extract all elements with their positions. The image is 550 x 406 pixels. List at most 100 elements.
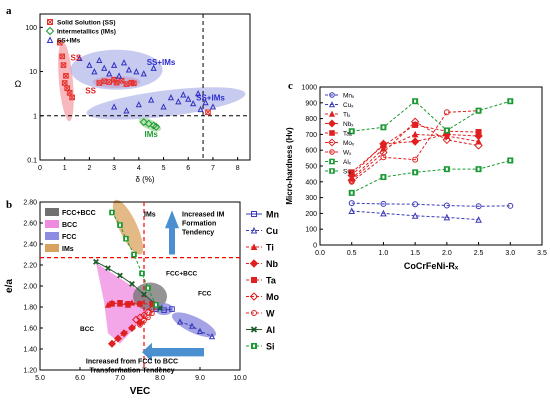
legend-marker <box>250 326 258 333</box>
x-tick-label: 3.5 <box>537 250 547 257</box>
y-tick-label: 100 <box>305 227 317 234</box>
marker-shape <box>475 216 482 223</box>
marker-shape <box>117 272 123 279</box>
data-point <box>380 154 387 161</box>
marker-shape <box>442 135 452 145</box>
region-ssims-top <box>70 49 163 90</box>
legend-label: W <box>266 309 275 319</box>
data-point <box>123 107 130 114</box>
y-axis-label: Ω <box>15 79 22 89</box>
data-point <box>475 203 482 210</box>
data-point <box>209 103 217 110</box>
data-point <box>105 265 111 272</box>
annotation-fcc-bcc: FCC+BCC <box>166 271 198 278</box>
data-point <box>56 39 63 46</box>
marker-shape <box>91 68 98 75</box>
data-point <box>59 53 66 60</box>
region-ims <box>138 117 162 132</box>
marker-box <box>205 109 211 116</box>
legend-label: Ti <box>266 243 274 253</box>
legend-marker <box>329 149 335 155</box>
legend-label: Taₓ <box>343 131 353 138</box>
data-point <box>442 135 452 145</box>
marker-cross <box>101 78 107 85</box>
marker-shape <box>348 200 355 207</box>
marker-shape <box>45 26 55 36</box>
x-tick-label: 1 <box>63 165 67 172</box>
data-point <box>131 315 141 324</box>
y-tick-label: 2.40 <box>23 242 37 249</box>
legend-label: Si <box>266 342 275 352</box>
data-point <box>147 305 157 314</box>
x-tick-label: 2.5 <box>474 250 484 257</box>
marker-shape <box>380 154 387 161</box>
marker-shape <box>197 105 204 113</box>
marker-shape <box>119 329 129 338</box>
data-point <box>135 313 145 322</box>
marker-shape <box>410 137 420 146</box>
legend-marker <box>249 259 259 268</box>
x-tick-label: 6 <box>186 165 190 172</box>
marker-shape <box>147 305 157 314</box>
y-tick-label: 1.60 <box>23 326 37 333</box>
data-point <box>96 56 103 64</box>
marker-cross <box>205 109 211 115</box>
series-7 <box>348 98 514 135</box>
data-point <box>125 66 133 73</box>
marker-shape <box>196 327 204 334</box>
data-point <box>60 62 67 68</box>
marker-shape <box>329 149 335 155</box>
legend-marker <box>250 226 258 234</box>
data-point <box>137 301 143 307</box>
data-point <box>86 61 93 68</box>
data-point <box>348 169 355 176</box>
marker-dot <box>477 167 480 171</box>
marker-shape <box>167 93 175 101</box>
data-point <box>160 103 167 110</box>
legend-label: Intermetallics (IMs) <box>57 29 116 36</box>
series-0 <box>56 39 211 116</box>
data-point <box>153 302 159 308</box>
marker-shape <box>507 202 514 209</box>
legend-label: Mo <box>266 292 279 302</box>
series-2 <box>76 54 217 114</box>
marker-shape <box>412 201 419 208</box>
marker-dot <box>445 128 448 132</box>
marker-cross <box>118 78 125 84</box>
annotation-bcc: BCC <box>80 326 94 333</box>
x-tick-label: 3.0 <box>505 250 515 257</box>
marker-shape <box>133 68 140 75</box>
series-si <box>109 209 159 308</box>
legend-marker <box>45 26 55 36</box>
data-point <box>111 103 118 110</box>
data-point <box>127 323 137 333</box>
marker-cross <box>123 81 130 87</box>
marker-shape <box>380 209 387 217</box>
series-line <box>351 100 511 132</box>
data-point <box>119 329 129 338</box>
data-point <box>140 70 147 77</box>
data-point <box>410 117 420 126</box>
data-point <box>129 280 135 287</box>
series-line <box>351 110 479 183</box>
marker-shape <box>140 70 147 77</box>
marker-shape <box>202 99 209 106</box>
data-point <box>412 201 419 208</box>
marker-shape <box>160 103 167 110</box>
marker-shape <box>249 259 259 268</box>
data-point <box>125 301 131 307</box>
data-point <box>113 79 120 86</box>
marker-cross <box>106 79 112 85</box>
data-point <box>139 270 145 277</box>
data-point <box>380 142 387 149</box>
x-tick-label: 4 <box>137 165 141 172</box>
data-point <box>348 207 356 215</box>
data-point <box>117 300 123 306</box>
annotation-fcc: FCC <box>198 290 212 297</box>
data-point <box>475 107 482 114</box>
legend-label: Tiₓ <box>343 112 351 119</box>
marker-shape <box>123 107 130 114</box>
legend-label: Solid Solution (SS) <box>57 20 116 27</box>
x-tick-label: 2.0 <box>442 250 452 257</box>
annotation: SS <box>70 53 81 62</box>
